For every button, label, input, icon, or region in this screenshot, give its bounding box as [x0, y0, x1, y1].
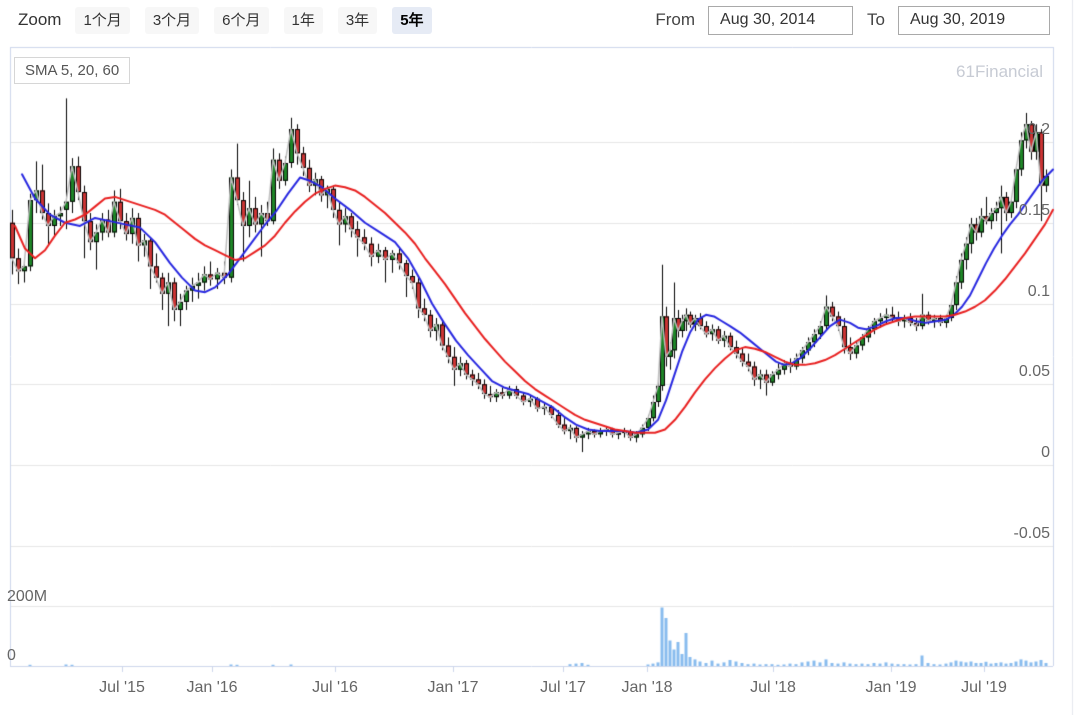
chart-toolbar: Zoom 1个月 3个月 6个月 1年 3年 5年 From To	[0, 0, 1080, 40]
zoom-label: Zoom	[18, 10, 62, 29]
zoom-button-5y[interactable]: 5年	[392, 6, 432, 34]
from-date-input[interactable]	[708, 5, 854, 35]
zoom-button-6m[interactable]: 6个月	[214, 6, 269, 34]
to-label: To	[867, 10, 885, 29]
zoom-button-3m[interactable]: 3个月	[144, 6, 200, 34]
zoom-button-1y[interactable]: 1年	[283, 6, 323, 34]
from-label: From	[655, 10, 696, 29]
brand-watermark: 61Financial	[956, 62, 1043, 81]
date-range-group: From To	[655, 5, 1080, 35]
zoom-button-1m[interactable]: 1个月	[75, 6, 130, 34]
to-date-input[interactable]	[898, 5, 1050, 35]
zoom-button-3y[interactable]: 3年	[337, 6, 378, 34]
sma-legend: SMA 5, 20, 60	[14, 57, 131, 84]
